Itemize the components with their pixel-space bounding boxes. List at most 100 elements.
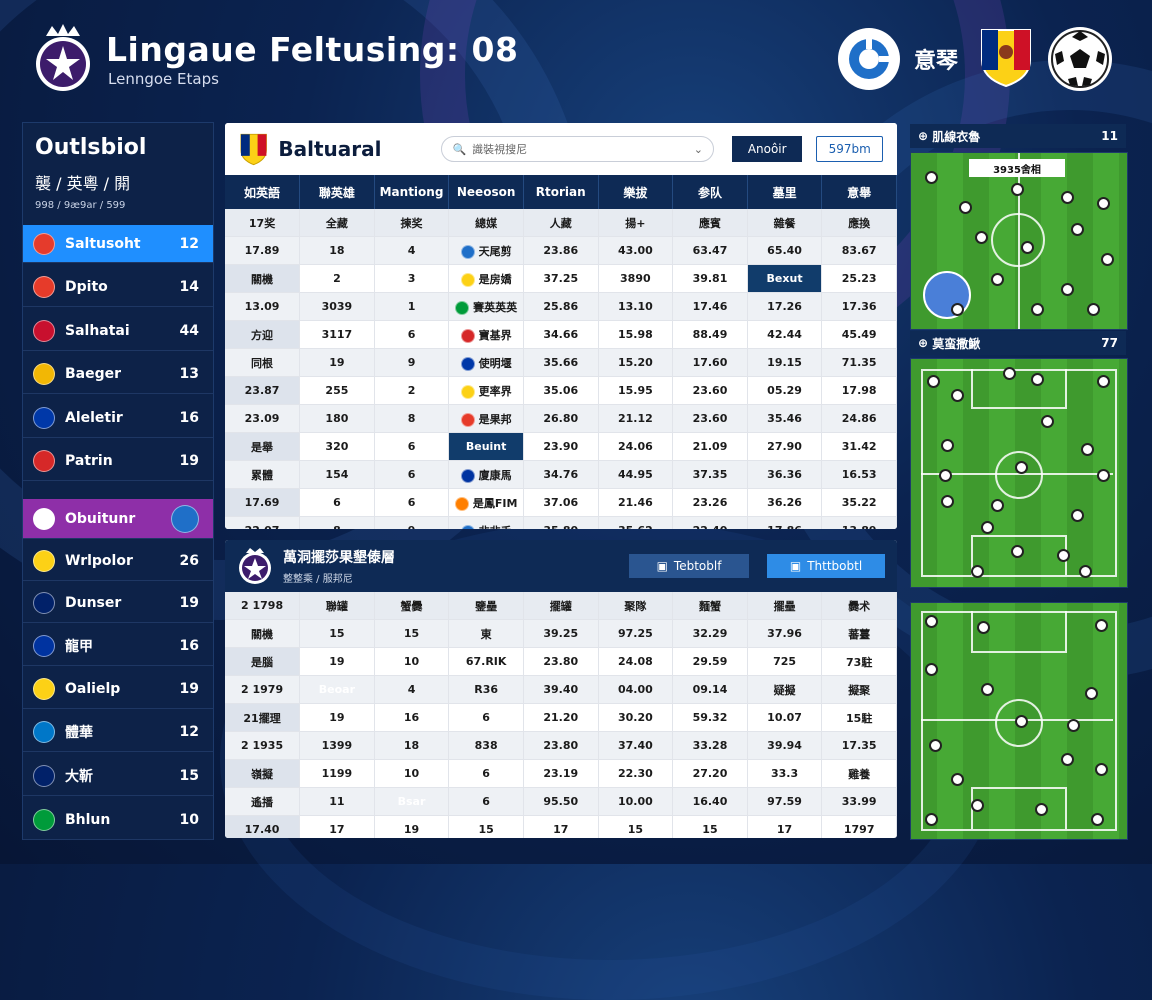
column-header[interactable]: 墓里 <box>747 175 823 209</box>
player-marker[interactable] <box>1057 549 1070 562</box>
sidebar-item[interactable]: Patrin 19 <box>23 441 213 481</box>
column-header[interactable]: 樂拔 <box>598 175 674 209</box>
table-row[interactable]: 23.09 180 8 是果邦 26.80 21.12 23.60 35.46 24.86 <box>225 404 897 433</box>
player-marker[interactable] <box>959 201 972 214</box>
player-marker[interactable] <box>981 521 994 534</box>
player-marker[interactable] <box>1079 565 1092 578</box>
player-marker[interactable] <box>941 495 954 508</box>
primary-button[interactable]: Anoôir <box>731 136 803 162</box>
table-row[interactable]: 22.07 8 9 非非手 35.80 35.62 22.40 17.86 13.89 <box>225 516 897 529</box>
tab-1[interactable]: ▣ Tebtoblf <box>629 554 749 578</box>
player-marker[interactable] <box>1101 253 1114 266</box>
player-marker[interactable] <box>1031 373 1044 386</box>
table-row[interactable]: 17.40 17 19 15 17 15 15 17 1797 <box>225 815 897 838</box>
table-row[interactable]: 2 1979 Beoar 4 R36 39.40 04.00 09.14 疑擬 擬聚 <box>225 675 897 704</box>
player-marker[interactable] <box>1071 509 1084 522</box>
player-marker[interactable] <box>1031 303 1044 316</box>
player-marker[interactable] <box>929 739 942 752</box>
secondary-button[interactable]: 597bm <box>816 136 883 162</box>
sidebar-item[interactable]: 體華 12 <box>23 712 213 752</box>
player-marker[interactable] <box>1061 753 1074 766</box>
sidebar-item[interactable]: Aleletir 16 <box>23 398 213 438</box>
player-marker[interactable] <box>1095 763 1108 776</box>
player-marker[interactable] <box>971 799 984 812</box>
sidebar-item[interactable]: Obuitunr <box>23 499 213 539</box>
player-marker[interactable] <box>1061 283 1074 296</box>
player-marker[interactable] <box>1021 241 1034 254</box>
table-row[interactable]: 21擺理 19 16 6 21.20 30.20 59.32 10.07 15駐 <box>225 703 897 732</box>
search-input[interactable]: 🔍 識裝視搜尼 ⌄ <box>441 136 714 162</box>
column-header[interactable]: 参队 <box>672 175 748 209</box>
sidebar-item[interactable]: Baeger 13 <box>23 354 213 394</box>
pitch-card-1[interactable]: 3935舍相 <box>910 152 1128 330</box>
player-marker[interactable] <box>925 171 938 184</box>
player-marker[interactable] <box>1035 803 1048 816</box>
sidebar-item[interactable]: Dpito 14 <box>23 267 213 307</box>
table-row[interactable]: 是舉 320 6 Beuint 23.90 24.06 21.09 27.90 31.42 <box>225 432 897 461</box>
sidebar-item[interactable]: Oalielp 19 <box>23 669 213 709</box>
player-marker[interactable] <box>927 375 940 388</box>
player-marker[interactable] <box>951 303 964 316</box>
column-header[interactable]: Neeoson <box>448 175 524 209</box>
player-marker[interactable] <box>1061 191 1074 204</box>
player-marker[interactable] <box>1097 469 1110 482</box>
player-marker[interactable] <box>939 469 952 482</box>
table-row[interactable]: 是腦 19 10 67.RIK 23.80 24.08 29.59 725 73駐 <box>225 647 897 676</box>
pitch-card-3[interactable] <box>910 602 1128 840</box>
column-header[interactable]: 意舉 <box>821 175 897 209</box>
player-marker[interactable] <box>925 813 938 826</box>
player-marker[interactable] <box>991 273 1004 286</box>
sidebar-item[interactable]: Wrlpolor 26 <box>23 541 213 581</box>
table-row[interactable]: 17.89 18 4 天尾剪 23.86 43.00 63.47 65.40 83.67 <box>225 236 897 265</box>
settings-icon[interactable] <box>838 28 900 90</box>
table-row[interactable]: 17.69 6 6 是鳳FIM 37.06 21.46 23.26 36.26 35.22 <box>225 488 897 517</box>
player-marker[interactable] <box>925 615 938 628</box>
table-row[interactable]: 關機 15 15 東 39.25 97.25 32.29 37.96 蕃薹 <box>225 619 897 648</box>
player-marker[interactable] <box>1003 367 1016 380</box>
column-header[interactable]: Mantiong <box>374 175 450 209</box>
table-row[interactable]: 關機 2 3 是房嬌 37.25 3890 39.81 Bexut 25.23 <box>225 264 897 293</box>
player-marker[interactable] <box>925 663 938 676</box>
table-row[interactable]: 累體 154 6 廈康馬 34.76 44.95 37.35 36.36 16.53 <box>225 460 897 489</box>
sidebar-item[interactable]: Salhatai 44 <box>23 311 213 351</box>
player-marker[interactable] <box>1071 223 1084 236</box>
table-row[interactable]: 遙播 11 Bsar 6 95.50 10.00 16.40 97.59 33.99 <box>225 787 897 816</box>
player-marker[interactable] <box>951 773 964 786</box>
player-marker[interactable] <box>1091 813 1104 826</box>
table-row[interactable]: 方迎 3117 6 寶基界 34.66 15.98 88.49 42.44 45.49 <box>225 320 897 349</box>
player-marker[interactable] <box>1097 197 1110 210</box>
player-marker[interactable] <box>981 683 994 696</box>
table-row[interactable]: 2 1935 1399 18 838 23.80 37.40 33.28 39.94 17.35 <box>225 731 897 760</box>
player-marker[interactable] <box>1097 375 1110 388</box>
table-row[interactable]: 23.87 255 2 更率界 35.06 15.95 23.60 05.29 17.98 <box>225 376 897 405</box>
player-marker[interactable] <box>1095 619 1108 632</box>
sidebar-item[interactable]: Saltusoht 12 <box>23 225 213 263</box>
sidebar-item[interactable]: Bhlun 10 <box>23 800 213 840</box>
player-marker[interactable] <box>991 499 1004 512</box>
table-row[interactable]: 13.09 3039 1 賽英英英 25.86 13.10 17.46 17.26 17.36 <box>225 292 897 321</box>
table-row[interactable]: 嶺擬 1199 10 6 23.19 22.30 27.20 33.3 雞養 <box>225 759 897 788</box>
player-marker[interactable] <box>951 389 964 402</box>
table-row[interactable]: 同根 19 9 使明堰 35.66 15.20 17.60 19.15 71.35 <box>225 348 897 377</box>
player-marker[interactable] <box>1087 303 1100 316</box>
column-header[interactable]: 如英語 <box>225 175 301 209</box>
player-marker[interactable] <box>977 621 990 634</box>
player-marker[interactable] <box>941 439 954 452</box>
sidebar-item[interactable]: 龍甲 16 <box>23 626 213 666</box>
player-marker[interactable] <box>971 565 984 578</box>
sidebar-item[interactable]: 大靳 15 <box>23 756 213 796</box>
player-marker[interactable] <box>1085 687 1098 700</box>
tab-2[interactable]: ▣ Thttbobtl <box>767 554 885 578</box>
player-marker[interactable] <box>1015 715 1028 728</box>
table-row[interactable]: 2 1798 聯罐 蟹爨 鑒壘 擺罐 聚隊 麵蟹 擺壘 爨术 <box>225 592 897 620</box>
pitch-card-2[interactable] <box>910 358 1128 588</box>
player-marker[interactable] <box>1011 183 1024 196</box>
player-marker[interactable] <box>1015 461 1028 474</box>
sidebar-item[interactable]: Dunser 19 <box>23 583 213 623</box>
player-marker[interactable] <box>1067 719 1080 732</box>
column-header[interactable]: 聯英雄 <box>299 175 375 209</box>
player-marker[interactable] <box>1081 443 1094 456</box>
player-marker[interactable] <box>1011 545 1024 558</box>
player-marker[interactable] <box>1041 415 1054 428</box>
column-header[interactable]: Rtorian <box>523 175 599 209</box>
